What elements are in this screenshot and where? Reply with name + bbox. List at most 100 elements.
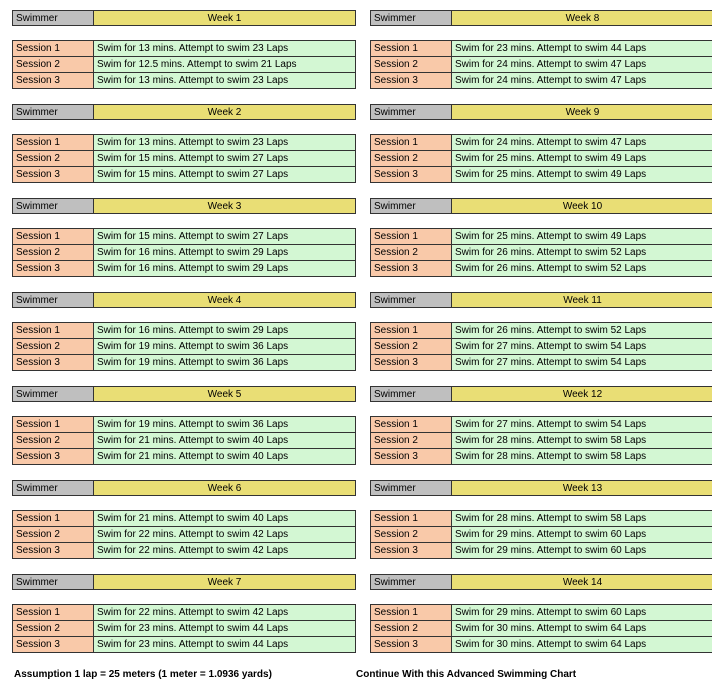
session-instruction: Swim for 25 mins. Attempt to swim 49 Lap… (452, 229, 712, 244)
session-row: Session 1 Swim for 24 mins. Attempt to sw… (371, 135, 712, 151)
swimmer-label: Swimmer (371, 293, 452, 307)
session-instruction: Swim for 27 mins. Attempt to swim 54 Lap… (452, 339, 712, 354)
swimmer-label: Swimmer (371, 387, 452, 401)
swimmer-label: Swimmer (13, 11, 94, 25)
session-instruction: Swim for 27 mins. Attempt to swim 54 Lap… (452, 355, 712, 370)
sessions-table: Session 1 Swim for 27 mins. Attempt to sw… (370, 416, 712, 465)
session-row: Session 1 Swim for 21 mins. Attempt to sw… (13, 511, 355, 527)
session-label: Session 1 (13, 135, 94, 150)
week-title: Week 2 (94, 105, 355, 119)
session-label: Session 1 (13, 511, 94, 526)
session-label: Session 1 (13, 323, 94, 338)
week-header-row: Swimmer Week 10 (370, 198, 712, 214)
session-instruction: Swim for 29 mins. Attempt to swim 60 Lap… (452, 605, 712, 620)
week-header-row: Swimmer Week 11 (370, 292, 712, 308)
session-instruction: Swim for 16 mins. Attempt to swim 29 Lap… (94, 261, 355, 276)
week-block: Swimmer Week 11 Session 1 Swim for 26 mins.… (370, 292, 712, 386)
week-title: Week 10 (452, 199, 712, 213)
session-label: Session 2 (13, 151, 94, 166)
session-instruction: Swim for 27 mins. Attempt to swim 54 Lap… (452, 417, 712, 432)
assumption-note: Assumption 1 lap = 25 meters (1 meter = … (14, 669, 272, 680)
left-column: Swimmer Week 1 Session 1 Swim for 13 mins. … (12, 10, 356, 668)
sessions-table: Session 1 Swim for 28 mins. Attempt to sw… (370, 510, 712, 559)
week-header-row: Swimmer Week 9 (370, 104, 712, 120)
week-header-row: Swimmer Week 7 (12, 574, 356, 590)
right-column: Swimmer Week 8 Session 1 Swim for 23 mins. … (370, 10, 712, 668)
session-instruction: Swim for 16 mins. Attempt to swim 29 Lap… (94, 245, 355, 260)
week-header-row: Swimmer Week 3 (12, 198, 356, 214)
session-instruction: Swim for 23 mins. Attempt to swim 44 Lap… (94, 637, 355, 652)
week-block: Swimmer Week 3 Session 1 Swim for 15 mins. … (12, 198, 356, 292)
session-instruction: Swim for 28 mins. Attempt to swim 58 Lap… (452, 449, 712, 464)
week-header-row: Swimmer Week 14 (370, 574, 712, 590)
session-row: Session 3 Swim for 23 mins. Attempt to sw… (13, 637, 355, 653)
week-block: Swimmer Week 13 Session 1 Swim for 28 mins.… (370, 480, 712, 574)
session-label: Session 3 (371, 543, 452, 558)
session-instruction: Swim for 16 mins. Attempt to swim 29 Lap… (94, 323, 355, 338)
session-instruction: Swim for 21 mins. Attempt to swim 40 Lap… (94, 449, 355, 464)
session-instruction: Swim for 24 mins. Attempt to swim 47 Lap… (452, 135, 712, 150)
session-row: Session 1 Swim for 23 mins. Attempt to sw… (371, 41, 712, 57)
session-row: Session 2 Swim for 30 mins. Attempt to sw… (371, 621, 712, 637)
session-label: Session 3 (13, 355, 94, 370)
session-label: Session 2 (13, 245, 94, 260)
swimmer-label: Swimmer (371, 105, 452, 119)
session-label: Session 2 (13, 339, 94, 354)
week-header-row: Swimmer Week 2 (12, 104, 356, 120)
week-title: Week 13 (452, 481, 712, 495)
session-label: Session 1 (371, 323, 452, 338)
session-label: Session 3 (13, 261, 94, 276)
week-block: Swimmer Week 8 Session 1 Swim for 23 mins. … (370, 10, 712, 104)
week-title: Week 14 (452, 575, 712, 589)
session-instruction: Swim for 28 mins. Attempt to swim 58 Lap… (452, 433, 712, 448)
session-instruction: Swim for 22 mins. Attempt to swim 42 Lap… (94, 543, 355, 558)
session-label: Session 3 (371, 261, 452, 276)
sessions-table: Session 1 Swim for 24 mins. Attempt to sw… (370, 134, 712, 183)
session-row: Session 1 Swim for 13 mins. Attempt to sw… (13, 135, 355, 151)
session-label: Session 2 (371, 433, 452, 448)
session-label: Session 1 (371, 41, 452, 56)
session-instruction: Swim for 13 mins. Attempt to swim 23 Lap… (94, 135, 355, 150)
session-label: Session 2 (13, 527, 94, 542)
session-instruction: Swim for 30 mins. Attempt to swim 64 Lap… (452, 637, 712, 652)
sessions-table: Session 1 Swim for 19 mins. Attempt to sw… (12, 416, 356, 465)
week-header-row: Swimmer Week 5 (12, 386, 356, 402)
sessions-table: Session 1 Swim for 13 mins. Attempt to sw… (12, 134, 356, 183)
session-row: Session 3 Swim for 30 mins. Attempt to sw… (371, 637, 712, 653)
session-label: Session 3 (371, 637, 452, 652)
week-title: Week 3 (94, 199, 355, 213)
swimmer-label: Swimmer (13, 481, 94, 495)
session-instruction: Swim for 23 mins. Attempt to swim 44 Lap… (94, 621, 355, 636)
session-row: Session 1 Swim for 28 mins. Attempt to sw… (371, 511, 712, 527)
swimmer-label: Swimmer (13, 575, 94, 589)
session-instruction: Swim for 26 mins. Attempt to swim 52 Lap… (452, 261, 712, 276)
week-title: Week 9 (452, 105, 712, 119)
week-title: Week 5 (94, 387, 355, 401)
session-row: Session 1 Swim for 26 mins. Attempt to sw… (371, 323, 712, 339)
session-row: Session 3 Swim for 16 mins. Attempt to sw… (13, 261, 355, 277)
week-block: Swimmer Week 1 Session 1 Swim for 13 mins. … (12, 10, 356, 104)
session-row: Session 2 Swim for 22 mins. Attempt to sw… (13, 527, 355, 543)
session-instruction: Swim for 29 mins. Attempt to swim 60 Lap… (452, 543, 712, 558)
swimmer-label: Swimmer (13, 293, 94, 307)
session-label: Session 3 (371, 449, 452, 464)
swimmer-label: Swimmer (13, 387, 94, 401)
week-title: Week 12 (452, 387, 712, 401)
session-instruction: Swim for 28 mins. Attempt to swim 58 Lap… (452, 511, 712, 526)
session-row: Session 1 Swim for 15 mins. Attempt to sw… (13, 229, 355, 245)
session-row: Session 2 Swim for 25 mins. Attempt to sw… (371, 151, 712, 167)
session-row: Session 2 Swim for 26 mins. Attempt to sw… (371, 245, 712, 261)
session-instruction: Swim for 15 mins. Attempt to swim 27 Lap… (94, 229, 355, 244)
session-label: Session 2 (13, 621, 94, 636)
session-instruction: Swim for 29 mins. Attempt to swim 60 Lap… (452, 527, 712, 542)
session-row: Session 3 Swim for 19 mins. Attempt to sw… (13, 355, 355, 371)
session-instruction: Swim for 25 mins. Attempt to swim 49 Lap… (452, 167, 712, 182)
continue-link[interactable]: Continue With this Advanced Swimming Cha… (356, 669, 577, 680)
session-label: Session 1 (13, 417, 94, 432)
session-instruction: Swim for 13 mins. Attempt to swim 23 Lap… (94, 73, 355, 88)
session-instruction: Swim for 19 mins. Attempt to swim 36 Lap… (94, 417, 355, 432)
session-row: Session 3 Swim for 28 mins. Attempt to sw… (371, 449, 712, 465)
week-header-row: Swimmer Week 12 (370, 386, 712, 402)
sessions-table: Session 1 Swim for 25 mins. Attempt to sw… (370, 228, 712, 277)
session-row: Session 1 Swim for 13 mins. Attempt to sw… (13, 41, 355, 57)
